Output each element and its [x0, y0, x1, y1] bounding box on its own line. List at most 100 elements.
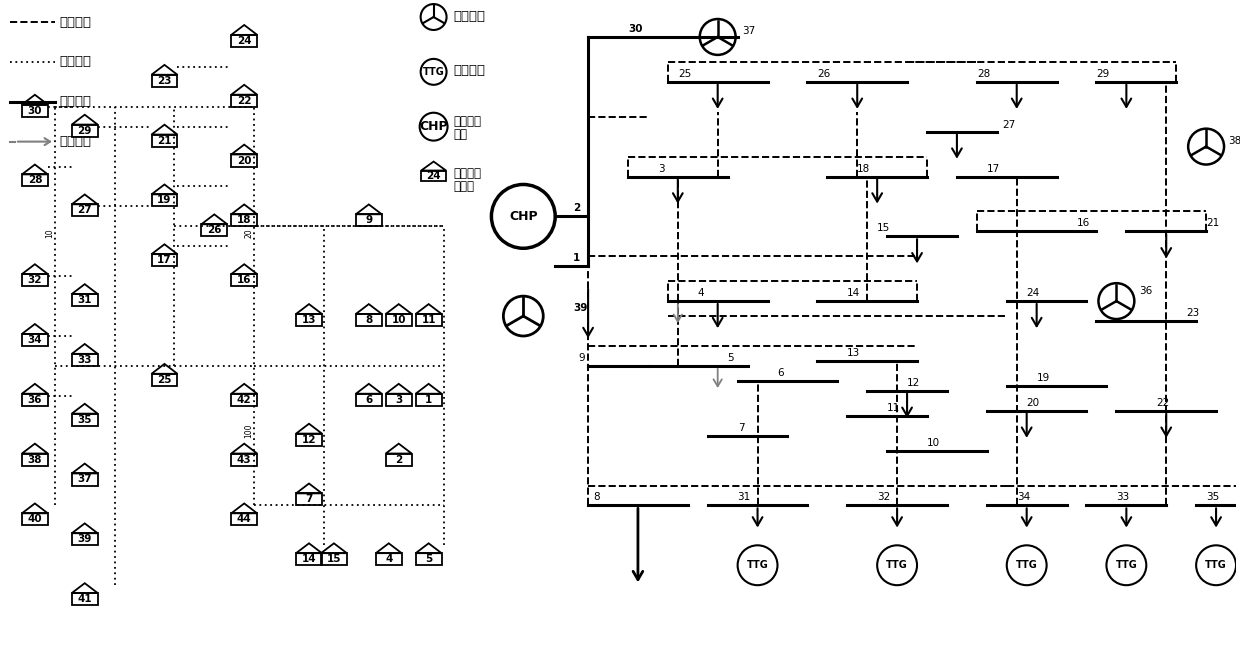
Text: 风电机组: 风电机组 — [454, 9, 486, 23]
Text: 19: 19 — [1037, 373, 1050, 383]
Text: 35: 35 — [77, 415, 92, 425]
Text: 15: 15 — [877, 223, 890, 233]
Text: 20: 20 — [1027, 398, 1040, 408]
Text: 11: 11 — [887, 403, 900, 413]
Text: 11: 11 — [422, 315, 436, 325]
Text: 12: 12 — [301, 435, 316, 445]
Text: 12: 12 — [908, 378, 920, 388]
Text: 2: 2 — [396, 454, 402, 465]
Text: 3: 3 — [396, 395, 402, 405]
Text: 20: 20 — [244, 228, 254, 238]
Text: 26: 26 — [207, 225, 222, 235]
Text: CHP: CHP — [419, 120, 448, 133]
Text: 20: 20 — [237, 155, 252, 166]
Text: TTG: TTG — [423, 67, 444, 77]
Text: TTG: TTG — [1016, 560, 1038, 570]
Text: 36: 36 — [1140, 286, 1152, 296]
Text: 建筑（热: 建筑（热 — [454, 167, 481, 180]
Text: 37: 37 — [77, 474, 92, 484]
Text: 30: 30 — [627, 24, 642, 34]
Text: 27: 27 — [77, 205, 92, 215]
Text: 9: 9 — [366, 215, 372, 225]
Text: 机组: 机组 — [454, 128, 467, 141]
Text: 31: 31 — [77, 295, 92, 305]
Text: 8: 8 — [366, 315, 372, 325]
Text: 电力线路: 电力线路 — [60, 15, 92, 29]
Text: 电力负荷: 电力负荷 — [60, 135, 92, 148]
Text: 5: 5 — [728, 353, 734, 363]
Text: 2: 2 — [573, 203, 580, 213]
Text: 6: 6 — [777, 368, 784, 378]
Text: 26: 26 — [817, 69, 831, 79]
Text: 37: 37 — [743, 26, 756, 36]
Text: 28: 28 — [977, 69, 990, 79]
Text: 1: 1 — [573, 253, 580, 263]
Text: 火电机组: 火电机组 — [454, 65, 486, 77]
Text: 4: 4 — [698, 288, 704, 298]
Text: CHP: CHP — [508, 210, 538, 223]
Text: 38: 38 — [1228, 136, 1240, 146]
Text: 25: 25 — [157, 375, 171, 385]
Text: 6: 6 — [366, 395, 372, 405]
Text: 41: 41 — [77, 594, 92, 604]
Text: 40: 40 — [27, 514, 42, 524]
Text: 39: 39 — [78, 534, 92, 544]
Text: 17: 17 — [987, 164, 1001, 174]
Text: 负荷）: 负荷） — [454, 180, 475, 193]
Text: 16: 16 — [1076, 218, 1090, 228]
Text: 14: 14 — [301, 554, 316, 564]
Text: 8: 8 — [593, 492, 600, 502]
Text: 13: 13 — [301, 315, 316, 325]
Text: 7: 7 — [738, 423, 744, 433]
Text: 1: 1 — [425, 395, 433, 405]
Text: 43: 43 — [237, 454, 252, 465]
Text: 17: 17 — [157, 255, 172, 265]
Text: 22: 22 — [237, 96, 252, 106]
Text: 5: 5 — [425, 554, 433, 564]
Text: 44: 44 — [237, 514, 252, 524]
Text: 15: 15 — [326, 554, 341, 564]
Text: 35: 35 — [1207, 492, 1219, 502]
Text: 7: 7 — [305, 494, 312, 504]
Text: 32: 32 — [27, 275, 42, 285]
Text: TTG: TTG — [1205, 560, 1226, 570]
Text: 10: 10 — [392, 315, 405, 325]
Text: 9: 9 — [578, 353, 585, 363]
Text: 24: 24 — [427, 171, 441, 181]
Text: 30: 30 — [27, 106, 42, 116]
Text: 36: 36 — [27, 395, 42, 405]
Text: 33: 33 — [1116, 492, 1130, 502]
Text: 38: 38 — [27, 454, 42, 465]
Text: TTG: TTG — [746, 560, 769, 570]
Text: 33: 33 — [77, 355, 92, 365]
Text: 29: 29 — [1096, 69, 1110, 79]
Text: 23: 23 — [157, 76, 171, 86]
Text: 34: 34 — [27, 335, 42, 345]
Text: 34: 34 — [1017, 492, 1030, 502]
Text: 29: 29 — [78, 126, 92, 136]
Text: 39: 39 — [573, 303, 588, 313]
Text: 18: 18 — [857, 164, 870, 174]
Text: 4: 4 — [386, 554, 392, 564]
Text: 24: 24 — [1027, 288, 1040, 298]
Text: 18: 18 — [237, 215, 252, 225]
Text: 热网管道: 热网管道 — [60, 55, 92, 69]
Text: 热电联产: 热电联产 — [454, 115, 481, 128]
Text: 3: 3 — [658, 164, 665, 174]
Text: 10: 10 — [928, 438, 940, 448]
Text: 27: 27 — [1002, 120, 1016, 130]
Text: 100: 100 — [244, 423, 254, 438]
Text: TTG: TTG — [887, 560, 908, 570]
Text: 22: 22 — [1156, 398, 1169, 408]
Text: 16: 16 — [237, 275, 252, 285]
Text: 14: 14 — [847, 288, 861, 298]
Text: 23: 23 — [1187, 308, 1199, 318]
Text: 10: 10 — [46, 228, 55, 238]
Text: 42: 42 — [237, 395, 252, 405]
Text: 21: 21 — [1207, 218, 1219, 228]
Text: TTG: TTG — [1116, 560, 1137, 570]
Text: 28: 28 — [27, 175, 42, 185]
Text: 32: 32 — [877, 492, 890, 502]
Text: 25: 25 — [678, 69, 691, 79]
Text: 13: 13 — [847, 348, 861, 358]
